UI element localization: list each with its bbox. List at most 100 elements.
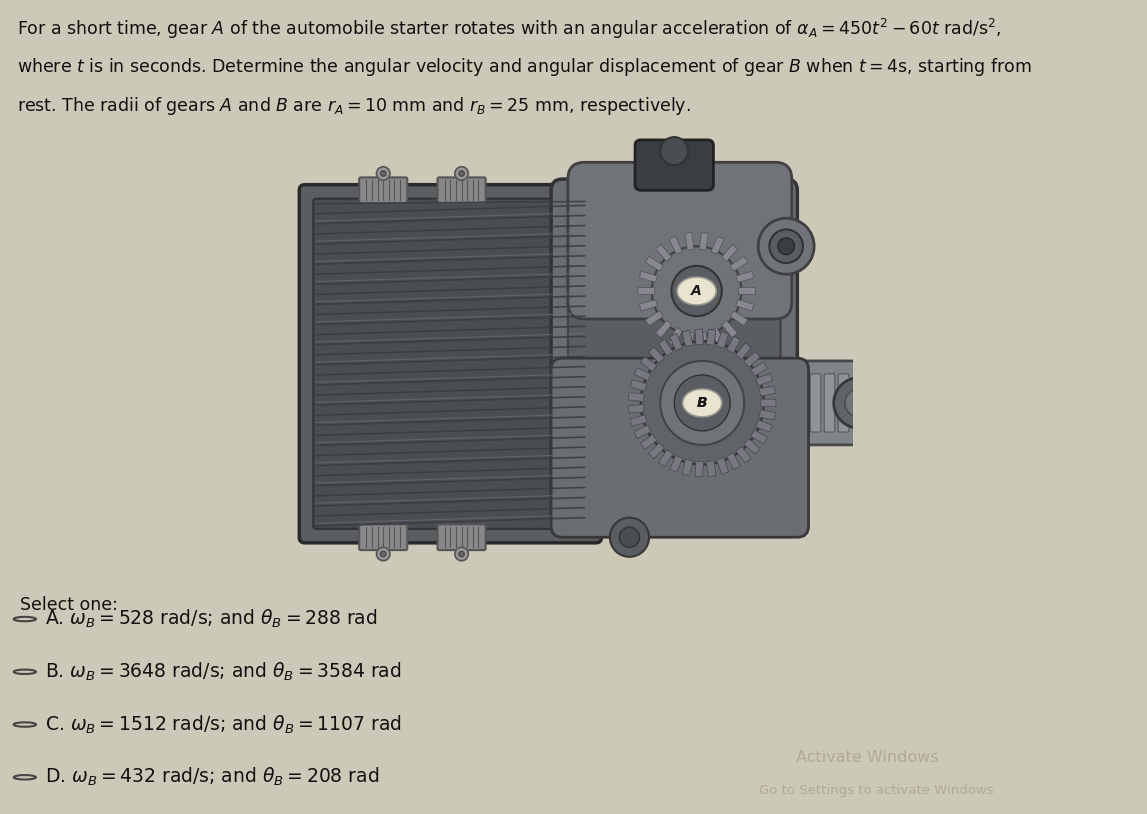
Polygon shape bbox=[717, 457, 728, 475]
Text: rest. The radii of gears $A$ and $B$ are $r_A = 10$ mm and $r_B = 25$ mm, respec: rest. The radii of gears $A$ and $B$ are… bbox=[17, 95, 690, 117]
Polygon shape bbox=[750, 430, 767, 444]
Polygon shape bbox=[648, 443, 664, 459]
Polygon shape bbox=[682, 459, 693, 475]
Polygon shape bbox=[670, 334, 682, 351]
Polygon shape bbox=[744, 352, 760, 367]
Polygon shape bbox=[658, 339, 673, 356]
FancyBboxPatch shape bbox=[796, 374, 806, 432]
Circle shape bbox=[459, 171, 465, 177]
Polygon shape bbox=[756, 374, 773, 386]
FancyBboxPatch shape bbox=[551, 358, 809, 537]
Polygon shape bbox=[727, 453, 741, 470]
Polygon shape bbox=[634, 425, 651, 438]
Circle shape bbox=[688, 389, 716, 417]
Polygon shape bbox=[630, 380, 647, 391]
Polygon shape bbox=[670, 455, 682, 472]
Text: B: B bbox=[697, 396, 708, 410]
Circle shape bbox=[834, 378, 884, 428]
Polygon shape bbox=[640, 435, 657, 449]
Polygon shape bbox=[640, 357, 657, 371]
Circle shape bbox=[682, 277, 711, 305]
Polygon shape bbox=[744, 439, 760, 454]
Polygon shape bbox=[648, 347, 664, 363]
Text: D. $\omega_B = 432$ rad/s; and $\theta_B = 208$ rad: D. $\omega_B = 432$ rad/s; and $\theta_B… bbox=[45, 766, 379, 789]
Polygon shape bbox=[648, 443, 664, 459]
Circle shape bbox=[459, 551, 465, 557]
Ellipse shape bbox=[682, 389, 721, 417]
Polygon shape bbox=[756, 420, 773, 432]
FancyBboxPatch shape bbox=[568, 162, 791, 319]
Polygon shape bbox=[727, 336, 741, 353]
Polygon shape bbox=[658, 450, 673, 466]
Polygon shape bbox=[727, 336, 741, 353]
Polygon shape bbox=[670, 455, 682, 472]
FancyBboxPatch shape bbox=[635, 140, 713, 190]
FancyBboxPatch shape bbox=[838, 374, 849, 432]
Polygon shape bbox=[721, 244, 738, 261]
Polygon shape bbox=[760, 399, 777, 407]
Polygon shape bbox=[750, 362, 767, 376]
Polygon shape bbox=[682, 330, 693, 347]
Circle shape bbox=[455, 167, 468, 180]
Circle shape bbox=[661, 361, 744, 445]
Polygon shape bbox=[634, 368, 651, 381]
Circle shape bbox=[770, 230, 803, 263]
Polygon shape bbox=[700, 332, 709, 349]
FancyBboxPatch shape bbox=[299, 185, 601, 543]
Circle shape bbox=[661, 137, 688, 165]
Polygon shape bbox=[629, 392, 645, 401]
Polygon shape bbox=[707, 461, 716, 476]
Polygon shape bbox=[639, 271, 657, 282]
Polygon shape bbox=[750, 362, 767, 376]
Circle shape bbox=[376, 547, 390, 561]
Circle shape bbox=[641, 341, 764, 465]
Polygon shape bbox=[638, 287, 655, 295]
Ellipse shape bbox=[677, 277, 716, 305]
Circle shape bbox=[619, 527, 640, 547]
Circle shape bbox=[641, 341, 764, 465]
Polygon shape bbox=[729, 256, 748, 271]
Polygon shape bbox=[685, 233, 694, 250]
Text: where $t$ is in seconds. Determine the angular velocity and angular displacement: where $t$ is in seconds. Determine the a… bbox=[17, 55, 1032, 77]
FancyBboxPatch shape bbox=[810, 374, 821, 432]
Polygon shape bbox=[707, 330, 716, 345]
Circle shape bbox=[376, 167, 390, 180]
Text: Select one:: Select one: bbox=[21, 596, 118, 614]
Text: Go to Settings to activate Windows: Go to Settings to activate Windows bbox=[759, 784, 993, 797]
Circle shape bbox=[688, 389, 716, 417]
Circle shape bbox=[651, 246, 741, 335]
Polygon shape bbox=[717, 331, 728, 348]
Polygon shape bbox=[669, 328, 682, 346]
Polygon shape bbox=[630, 380, 647, 391]
FancyBboxPatch shape bbox=[825, 374, 835, 432]
FancyBboxPatch shape bbox=[568, 196, 781, 510]
Polygon shape bbox=[759, 409, 775, 420]
FancyBboxPatch shape bbox=[359, 524, 407, 550]
Text: B. $\omega_B = 3648$ rad/s; and $\theta_B = 3584$ rad: B. $\omega_B = 3648$ rad/s; and $\theta_… bbox=[45, 661, 401, 683]
Circle shape bbox=[610, 518, 649, 557]
Polygon shape bbox=[629, 405, 645, 414]
Polygon shape bbox=[640, 357, 657, 371]
Polygon shape bbox=[629, 405, 645, 414]
Polygon shape bbox=[639, 300, 657, 311]
Text: C. $\omega_B = 1512$ rad/s; and $\theta_B = 1107$ rad: C. $\omega_B = 1512$ rad/s; and $\theta_… bbox=[45, 713, 401, 736]
Polygon shape bbox=[744, 352, 760, 367]
Polygon shape bbox=[640, 435, 657, 449]
Polygon shape bbox=[658, 450, 673, 466]
Polygon shape bbox=[759, 386, 775, 396]
Text: For a short time, gear $A$ of the automobile starter rotates with an angular acc: For a short time, gear $A$ of the automo… bbox=[17, 17, 1001, 42]
Polygon shape bbox=[759, 409, 775, 420]
Circle shape bbox=[455, 547, 468, 561]
Polygon shape bbox=[735, 446, 751, 463]
Polygon shape bbox=[634, 425, 651, 438]
Polygon shape bbox=[739, 287, 755, 295]
FancyBboxPatch shape bbox=[551, 179, 797, 526]
Text: Activate Windows: Activate Windows bbox=[796, 750, 938, 765]
Polygon shape bbox=[736, 300, 754, 311]
Polygon shape bbox=[711, 328, 724, 346]
Polygon shape bbox=[646, 311, 663, 326]
Polygon shape bbox=[707, 330, 716, 345]
Polygon shape bbox=[707, 461, 716, 476]
Polygon shape bbox=[700, 233, 709, 250]
Polygon shape bbox=[760, 399, 777, 407]
